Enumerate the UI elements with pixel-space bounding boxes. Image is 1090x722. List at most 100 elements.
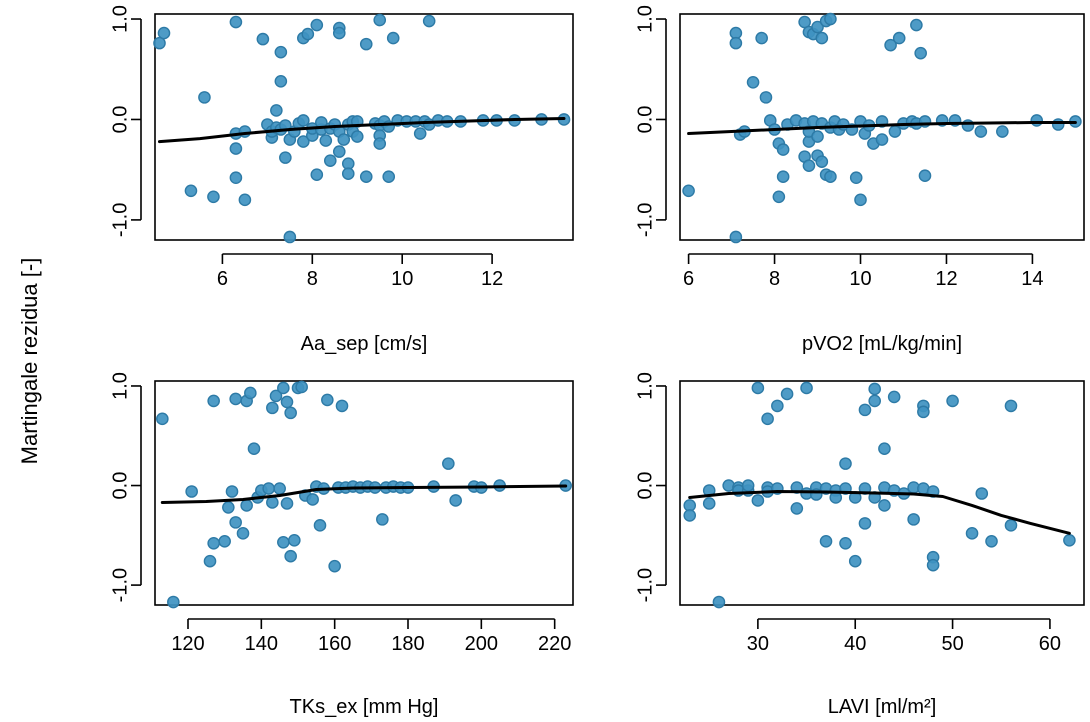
scatter-point [776, 170, 790, 184]
scatter-point [759, 91, 773, 104]
x-tick-label: 10 [849, 268, 871, 290]
scatter-point [849, 171, 863, 185]
scatter-point [683, 509, 697, 522]
scatter-point [207, 536, 220, 550]
scatter-point [288, 533, 301, 547]
scatter-point [247, 442, 261, 455]
scatter-point [854, 193, 867, 207]
x-tick-label: 6 [683, 268, 694, 290]
scatter-point [321, 393, 334, 407]
scatter-point [910, 18, 923, 32]
scatter-point [244, 386, 257, 400]
scatter-point [975, 487, 989, 500]
scatter-point [266, 496, 279, 509]
scatter-point [229, 15, 243, 29]
scatter-point [741, 479, 755, 492]
scatter-point [297, 114, 310, 127]
scatter-point [313, 519, 327, 532]
x-tick-label: 30 [747, 633, 769, 655]
scatter-point [802, 159, 816, 172]
y-tick-label: -1.0 [109, 203, 131, 237]
scatter-point [279, 151, 292, 164]
scatter-point [274, 45, 288, 59]
plot-frame [679, 380, 1085, 606]
x-tick-label: 220 [538, 633, 571, 655]
scatter-point [273, 482, 286, 495]
scatter-point [868, 382, 881, 396]
scatter-point [280, 395, 294, 409]
x-tick-label: 8 [769, 268, 780, 290]
scatter-point [310, 18, 324, 32]
scatter-point [335, 399, 349, 413]
smooth-line [688, 490, 1071, 535]
scatter-point [413, 127, 427, 140]
scatter-point [382, 170, 396, 184]
scatter-point [868, 394, 881, 408]
x-axis-title: pVO2 [mL/kg/min] [802, 333, 962, 355]
scatter-point [780, 387, 794, 401]
x-tick-label: 200 [465, 633, 498, 655]
scatter-point [985, 534, 998, 548]
scatter-point [229, 142, 243, 155]
scatter-point [1063, 533, 1076, 547]
scatter-point [887, 390, 901, 404]
x-tick-label: 120 [171, 633, 204, 655]
scatter-point [917, 405, 930, 419]
y-tick-label: 1.0 [634, 372, 656, 400]
y-tick-label: 0.0 [109, 472, 131, 500]
scatter-point [283, 230, 297, 244]
scatter-point [1051, 118, 1065, 131]
scatter-point [266, 401, 279, 415]
scatter-point [729, 36, 743, 50]
scatter-point [422, 14, 436, 28]
scatter-point [751, 381, 765, 395]
scatter-point [203, 554, 217, 568]
scatter-point [848, 554, 862, 568]
scatter-point [771, 399, 784, 413]
scatter-point [946, 394, 959, 408]
y-tick-label: 1.0 [634, 5, 656, 33]
scatter-point [1004, 519, 1018, 532]
scatter-series [153, 13, 571, 244]
scatter-point [274, 74, 288, 88]
scatter-point [167, 595, 180, 609]
scatter-point [729, 230, 743, 244]
scatter-point [914, 46, 927, 60]
scatter-point [156, 412, 169, 426]
scatter-point [839, 457, 852, 470]
scatter-point [198, 91, 211, 104]
scatter-point [878, 442, 891, 455]
y-tick-label: -1.0 [109, 568, 131, 602]
scatter-point [269, 389, 283, 403]
scatter-point [1030, 114, 1044, 127]
scatter-point [755, 31, 768, 45]
scatter-point [332, 145, 346, 158]
scatter-point [858, 517, 872, 530]
scatter-point [207, 190, 220, 204]
scatter-point [996, 125, 1009, 138]
scatter-point [225, 485, 239, 498]
scatter-point [892, 31, 906, 45]
scatter-point [824, 12, 837, 26]
x-tick-label: 180 [391, 633, 424, 655]
smooth-line [158, 117, 566, 144]
scatter-point [306, 493, 319, 506]
scatter-point [878, 499, 891, 512]
scatter-point [824, 170, 837, 184]
scatter-point [328, 559, 341, 573]
scatter-point [359, 37, 373, 51]
scatter-point [284, 406, 297, 420]
scatter-point [270, 104, 283, 117]
scatter-series [156, 380, 572, 609]
x-tick-label: 10 [391, 268, 413, 290]
scatter-point [236, 527, 250, 540]
scatter-point [907, 513, 920, 526]
x-tick-label: 60 [1039, 633, 1061, 655]
scatter-point [323, 154, 337, 167]
scatter-point [332, 26, 346, 40]
scatter-point [341, 167, 355, 181]
y-tick-label: 1.0 [109, 5, 131, 33]
scatter-point [449, 494, 462, 507]
scatter-point [751, 494, 765, 507]
scatter-point [262, 482, 275, 495]
